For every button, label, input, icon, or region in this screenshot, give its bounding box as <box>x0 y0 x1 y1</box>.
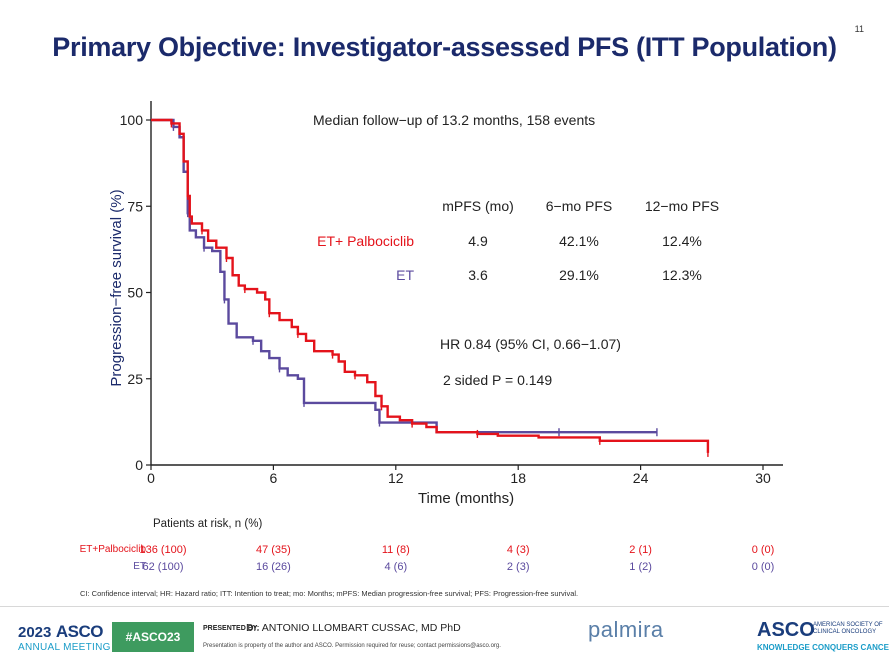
presented-by-label: PRESENTED BY: <box>203 625 260 632</box>
y-tick-label: 25 <box>127 371 143 387</box>
table-header-pfs12: 12−mo PFS <box>645 198 719 214</box>
asco-wordmark: ASCO <box>55 622 104 641</box>
asco-wordmark: ASCO <box>757 619 815 641</box>
x-tick-label: 6 <box>270 470 278 486</box>
p-value: 2 sided P = 0.149 <box>443 372 552 388</box>
x-tick-label: 0 <box>147 470 155 486</box>
asco-society-logo: ASCO AMERICAN SOCIETY OF CLINICAL ONCOLO… <box>757 619 889 652</box>
table-pfs6-palbo: 42.1% <box>559 233 599 249</box>
disclaimer: Presentation is property of the author a… <box>203 643 501 649</box>
asco-annual-meeting-logo: 2023 ASCO ANNUAL MEETING <box>18 622 111 653</box>
footnote: CI: Confidence interval; HR: Hazard rati… <box>80 589 579 598</box>
series-line-et-palbociclib <box>151 118 710 453</box>
table-row-label-et: ET <box>396 267 414 283</box>
at-risk-value: 16 (26) <box>255 561 291 573</box>
at-risk-label: ET <box>133 561 146 572</box>
x-axis-label: Time (months) <box>418 490 514 507</box>
at-risk-title: Patients at risk, n (%) <box>153 518 263 530</box>
presenter-name: Dr. ANTONIO LLOMBART CUSSAC, MD PhD <box>246 622 461 634</box>
chart-curves <box>151 118 710 457</box>
at-risk-value: 0 (0) <box>751 561 775 573</box>
table-mpfs-palbo: 4.9 <box>468 233 488 249</box>
at-risk-value: 4 (6) <box>384 561 408 573</box>
table-pfs12-palbo: 12.4% <box>662 233 702 249</box>
hazard-ratio: HR 0.84 (95% CI, 0.66−1.07) <box>440 336 621 352</box>
chart-ticks: 0 6 12 18 24 30 0 25 50 75 100 <box>120 112 771 486</box>
footer-divider <box>0 606 889 607</box>
palmira-logo: palmira <box>588 617 664 642</box>
at-risk-value: 4 (3) <box>506 544 530 556</box>
at-risk-value: 2 (3) <box>506 561 530 573</box>
at-risk-value: 47 (35) <box>255 544 291 556</box>
y-tick-label: 0 <box>135 457 143 473</box>
tagline: KNOWLEDGE CONQUERS CANCER <box>757 643 889 652</box>
chart-axes <box>150 101 783 466</box>
y-axis-label: Progression−free survival (%) <box>108 189 125 386</box>
table-header-pfs6: 6−mo PFS <box>546 198 613 214</box>
at-risk-row-et: ET 62 (100) 16 (26) 4 (6) 2 (3) 1 (2) 0 (0) <box>0 561 889 577</box>
table-pfs6-et: 29.1% <box>559 267 599 283</box>
slide-title: Primary Objective: Investigator-assessed… <box>52 32 837 62</box>
x-tick-label: 30 <box>755 470 771 486</box>
table-pfs12-et: 12.3% <box>662 267 702 283</box>
at-risk-value: 1 (2) <box>629 561 652 573</box>
table-mpfs-et: 3.6 <box>468 267 488 283</box>
x-tick-label: 12 <box>388 470 404 486</box>
at-risk-value: 62 (100) <box>142 561 184 573</box>
at-risk-value: 136 (100) <box>139 544 187 556</box>
y-tick-label: 75 <box>127 198 143 214</box>
at-risk-label: ET+Palbociclib <box>79 544 146 555</box>
at-risk-value: 0 (0) <box>751 544 775 556</box>
y-tick-label: 50 <box>127 285 143 301</box>
hashtag-badge: #ASCO23 <box>112 622 194 652</box>
society-name: AMERICAN SOCIETY OF CLINICAL ONCOLOGY <box>813 622 883 635</box>
x-tick-label: 24 <box>633 470 649 486</box>
at-risk-row-palbo: ET+Palbociclib 136 (100) 47 (35) 11 (8) 4 (… <box>0 544 889 560</box>
followup-annotation: Median follow−up of 13.2 months, 158 eve… <box>313 112 595 128</box>
km-chart: 0 6 12 18 24 30 0 25 50 75 100 Time (months) Progr… <box>108 101 783 507</box>
x-tick-label: 18 <box>510 470 526 486</box>
table-row-label-palbo: ET+ Palbociclib <box>317 233 414 249</box>
at-risk-value: 2 (1) <box>629 544 652 556</box>
y-tick-label: 100 <box>120 112 144 128</box>
at-risk-value: 11 (8) <box>381 544 410 556</box>
meeting-year: 2023 <box>18 624 52 641</box>
slide-number: 11 <box>854 24 864 34</box>
annual-meeting-label: ANNUAL MEETING <box>18 642 111 653</box>
table-header-mpfs: mPFS (mo) <box>442 198 514 214</box>
